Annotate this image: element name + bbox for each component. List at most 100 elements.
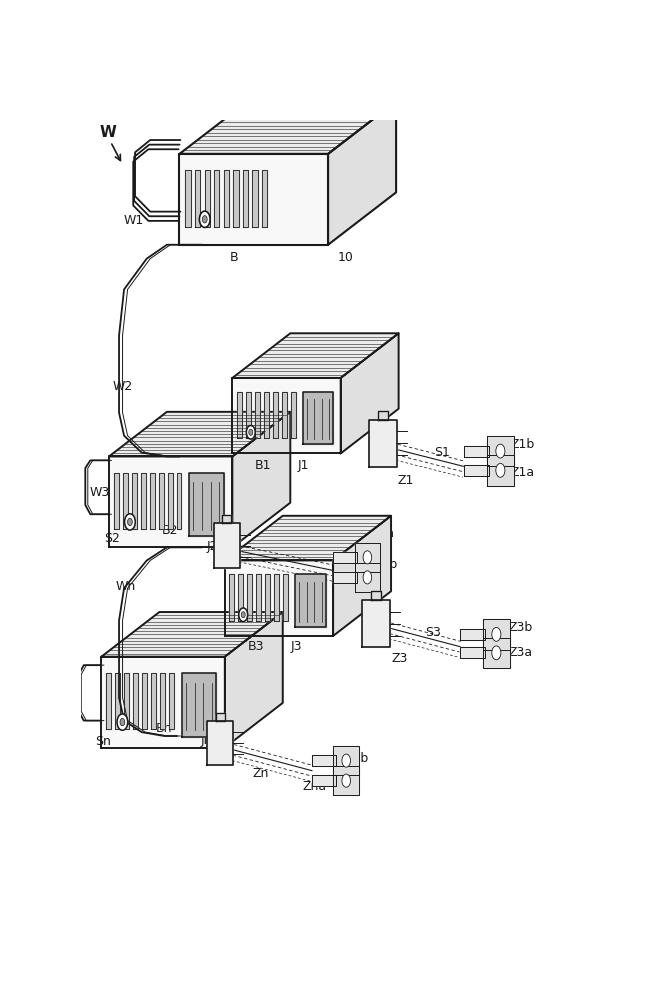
Text: S1: S1 [434, 446, 450, 459]
Text: Z1b: Z1b [511, 438, 535, 451]
Polygon shape [214, 170, 220, 227]
Text: 10: 10 [338, 251, 354, 264]
Polygon shape [333, 746, 359, 775]
Polygon shape [185, 170, 190, 227]
Polygon shape [151, 673, 156, 729]
Text: Z1a: Z1a [511, 466, 535, 479]
Polygon shape [274, 574, 279, 621]
Text: J1: J1 [298, 459, 309, 472]
Text: W2: W2 [112, 379, 133, 392]
Text: Bn: Bn [156, 722, 172, 735]
Text: B: B [230, 251, 239, 264]
Polygon shape [295, 574, 326, 627]
Polygon shape [238, 574, 243, 621]
Text: Z3b: Z3b [508, 621, 533, 634]
Polygon shape [205, 170, 210, 227]
Polygon shape [179, 102, 396, 154]
Polygon shape [246, 392, 251, 438]
Polygon shape [255, 392, 259, 438]
Polygon shape [177, 473, 181, 529]
Polygon shape [229, 574, 234, 621]
Polygon shape [333, 516, 391, 636]
Polygon shape [283, 574, 288, 621]
Polygon shape [333, 572, 357, 583]
Circle shape [342, 774, 350, 787]
Polygon shape [181, 673, 216, 737]
Polygon shape [224, 170, 229, 227]
Polygon shape [328, 102, 396, 245]
Text: Z3: Z3 [391, 652, 408, 665]
Polygon shape [483, 638, 510, 668]
Polygon shape [123, 473, 128, 529]
Polygon shape [460, 647, 485, 658]
Polygon shape [114, 473, 119, 529]
Text: Z3a: Z3a [508, 646, 532, 659]
Polygon shape [460, 629, 485, 640]
Text: J3: J3 [291, 640, 302, 653]
Polygon shape [354, 543, 380, 572]
Polygon shape [225, 612, 283, 748]
Text: S2: S2 [105, 532, 120, 545]
Polygon shape [115, 673, 120, 729]
Polygon shape [101, 612, 283, 657]
Text: B1: B1 [255, 459, 272, 472]
Polygon shape [333, 552, 357, 563]
Text: B2: B2 [162, 524, 178, 537]
Polygon shape [243, 170, 248, 227]
Text: Jn: Jn [200, 734, 212, 747]
Polygon shape [362, 600, 390, 647]
Polygon shape [378, 411, 388, 420]
Polygon shape [168, 473, 172, 529]
Polygon shape [124, 673, 129, 729]
Circle shape [363, 551, 372, 564]
Text: S3: S3 [425, 626, 441, 639]
Polygon shape [225, 516, 391, 560]
Polygon shape [281, 392, 287, 438]
Text: Wn: Wn [116, 580, 136, 593]
Polygon shape [265, 574, 270, 621]
Polygon shape [159, 473, 164, 529]
Polygon shape [333, 766, 359, 795]
Polygon shape [222, 515, 231, 523]
Circle shape [125, 514, 135, 530]
Text: Sn: Sn [95, 735, 110, 748]
Circle shape [496, 463, 505, 477]
Polygon shape [272, 392, 278, 438]
Text: J2: J2 [206, 540, 218, 553]
Polygon shape [303, 392, 333, 444]
Polygon shape [247, 574, 252, 621]
Text: Z2a: Z2a [371, 527, 395, 540]
Circle shape [117, 714, 128, 730]
Polygon shape [312, 775, 335, 786]
Polygon shape [354, 563, 380, 592]
Polygon shape [369, 420, 397, 467]
Polygon shape [107, 673, 111, 729]
Text: Z1: Z1 [398, 474, 414, 487]
Polygon shape [233, 412, 291, 547]
Circle shape [120, 718, 125, 726]
Polygon shape [487, 455, 514, 486]
Text: Zna: Zna [303, 780, 327, 793]
Polygon shape [233, 333, 398, 378]
Polygon shape [142, 673, 147, 729]
Text: B3: B3 [248, 640, 264, 653]
Circle shape [496, 444, 505, 458]
Circle shape [246, 425, 255, 439]
Polygon shape [233, 170, 239, 227]
Polygon shape [371, 591, 381, 600]
Polygon shape [109, 412, 291, 456]
Polygon shape [256, 574, 261, 621]
Polygon shape [262, 170, 267, 227]
Polygon shape [214, 523, 240, 568]
Text: Z2: Z2 [257, 574, 274, 587]
Polygon shape [169, 673, 174, 729]
Polygon shape [464, 465, 489, 476]
Polygon shape [179, 154, 328, 245]
Circle shape [202, 216, 207, 223]
Polygon shape [312, 755, 335, 766]
Polygon shape [464, 446, 489, 457]
Circle shape [200, 211, 210, 227]
Polygon shape [141, 473, 146, 529]
Polygon shape [132, 473, 136, 529]
Polygon shape [189, 473, 224, 536]
